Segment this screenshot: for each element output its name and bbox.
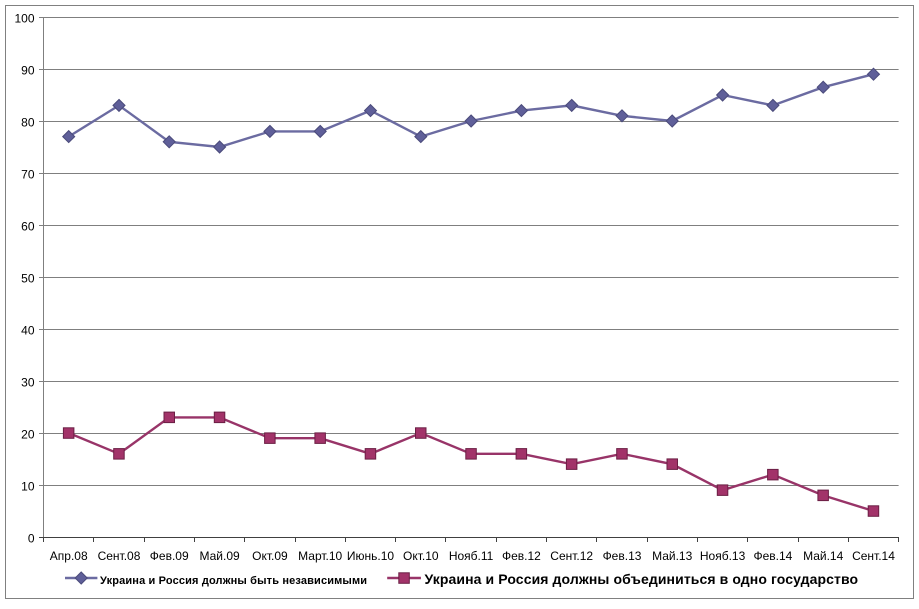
svg-text:100: 100: [14, 11, 34, 25]
svg-text:Окт.10: Окт.10: [403, 549, 439, 563]
svg-text:Июнь.10: Июнь.10: [347, 549, 395, 563]
svg-text:Фев.12: Фев.12: [502, 549, 541, 563]
svg-text:Май.14: Май.14: [803, 549, 844, 563]
svg-text:0: 0: [28, 531, 35, 545]
svg-text:Нояб.13: Нояб.13: [700, 549, 746, 563]
svg-text:70: 70: [21, 167, 35, 181]
svg-text:Апр.08: Апр.08: [50, 549, 88, 563]
svg-text:Фев.09: Фев.09: [150, 549, 189, 563]
svg-text:Окт.09: Окт.09: [252, 549, 288, 563]
svg-text:Сент.14: Сент.14: [852, 549, 895, 563]
svg-text:Украина и Россия должны объеди: Украина и Россия должны объединиться в о…: [425, 571, 859, 587]
svg-text:Сент.08: Сент.08: [98, 549, 141, 563]
svg-text:Сент.12: Сент.12: [550, 549, 593, 563]
svg-text:Март.10: Март.10: [298, 549, 342, 563]
svg-text:10: 10: [21, 479, 35, 493]
svg-text:Май.09: Май.09: [199, 549, 240, 563]
svg-text:Нояб.11: Нояб.11: [449, 549, 494, 563]
svg-text:90: 90: [21, 63, 35, 77]
svg-text:60: 60: [21, 219, 35, 233]
svg-text:80: 80: [21, 115, 35, 129]
svg-text:40: 40: [21, 323, 35, 337]
svg-text:20: 20: [21, 427, 35, 441]
svg-text:Украина и Россия должны быть н: Украина и Россия должны быть независимым…: [100, 575, 367, 587]
svg-text:Май.13: Май.13: [652, 549, 693, 563]
svg-text:30: 30: [21, 375, 35, 389]
svg-text:Фев.13: Фев.13: [603, 549, 642, 563]
svg-text:Фев.14: Фев.14: [753, 549, 792, 563]
svg-text:50: 50: [21, 271, 35, 285]
